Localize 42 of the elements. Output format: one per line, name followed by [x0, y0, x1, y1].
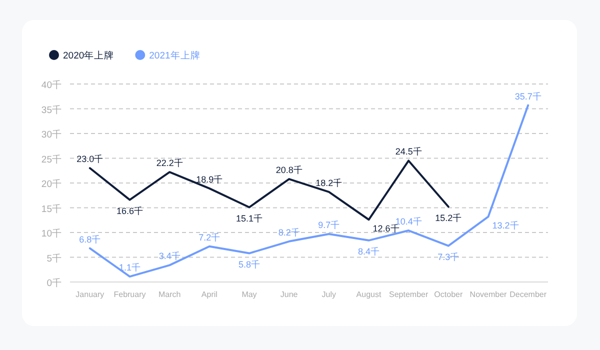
y-tick-label: 25千: [41, 153, 62, 166]
data-label: 8.4千: [358, 246, 380, 256]
data-label: 8.2千: [278, 227, 300, 238]
y-tick-label: 20千: [41, 178, 62, 190]
data-label: 3.4千: [158, 251, 180, 262]
data-label: 23.0千: [76, 154, 104, 164]
x-tick-label: June: [280, 290, 298, 299]
y-tick-label: 0千: [46, 277, 62, 289]
x-tick-label: September: [389, 290, 428, 299]
data-label: 5.8千: [238, 259, 260, 270]
data-label: 9.7千: [318, 220, 340, 230]
x-tick-label: February: [114, 290, 146, 299]
data-label: 15.2千: [435, 212, 462, 223]
data-label: 16.6千: [116, 206, 144, 216]
data-label: 7.3千: [438, 252, 460, 262]
y-tick-label: 40千: [41, 79, 62, 91]
legend-label: 2020年上牌: [63, 50, 114, 62]
x-tick-label: April: [201, 290, 218, 299]
data-label: 24.5千: [395, 146, 422, 157]
x-tick-label: January: [76, 290, 104, 299]
x-tick-label: August: [356, 290, 382, 299]
x-tick-label: November: [470, 290, 508, 299]
y-tick-label: 30千: [41, 128, 62, 140]
data-label: 13.2千: [492, 220, 519, 231]
data-label: 22.2千: [156, 158, 183, 168]
x-tick-label: March: [158, 290, 181, 299]
y-tick-label: 10千: [41, 228, 62, 240]
x-tick-label: December: [510, 290, 547, 299]
data-label: 20.8千: [276, 165, 302, 176]
x-tick-label: July: [322, 290, 336, 299]
y-tick-label: 15千: [41, 202, 62, 215]
y-tick-label: 35千: [41, 104, 62, 116]
data-label: 18.2千: [316, 178, 342, 188]
data-label: 18.9千: [196, 174, 223, 184]
data-label: 15.1千: [236, 213, 263, 224]
y-tick-label: 5千: [46, 252, 62, 264]
data-label: 35.7千: [514, 91, 542, 102]
legend-label: 2021年上牌: [149, 50, 200, 62]
x-tick-label: October: [434, 290, 463, 299]
data-label: 6.8千: [79, 234, 101, 244]
data-label: 7.2千: [198, 232, 220, 242]
x-tick-label: May: [242, 290, 257, 299]
